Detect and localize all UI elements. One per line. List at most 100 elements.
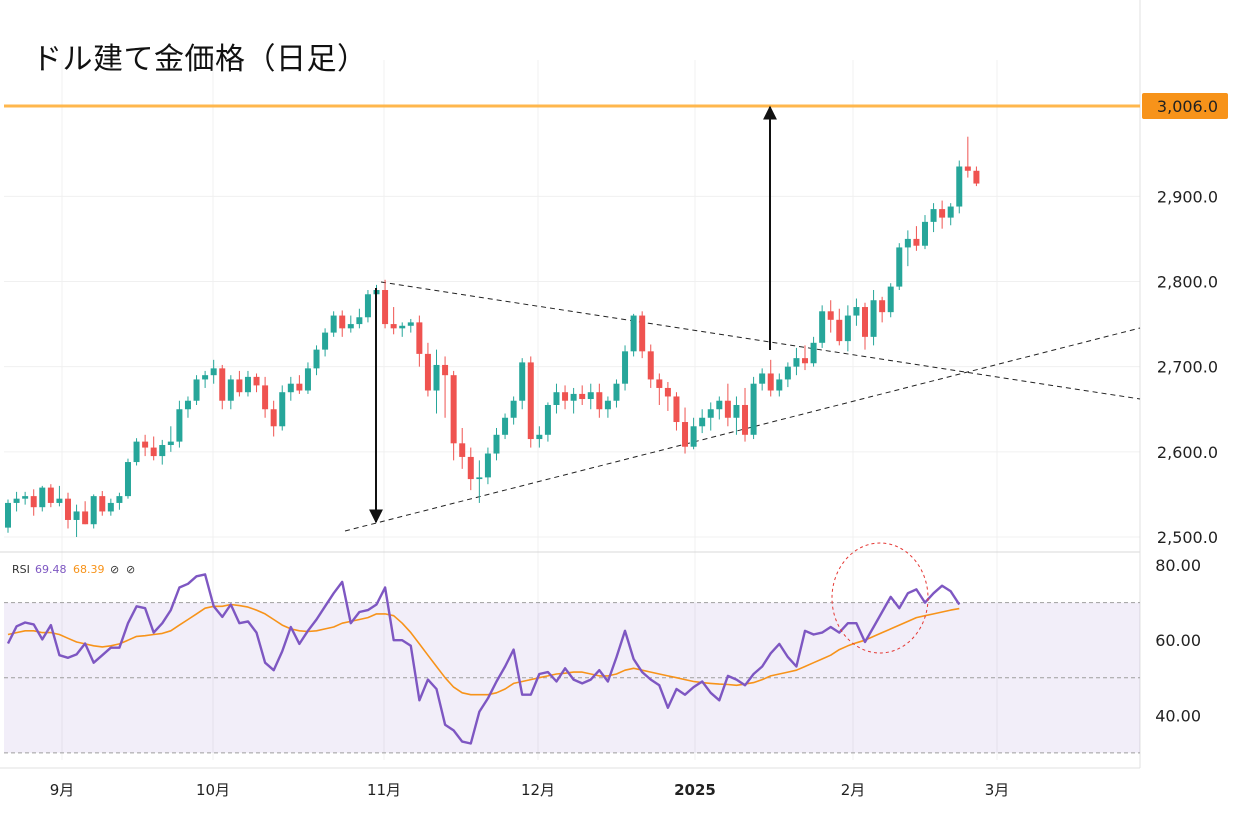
- candle-down: [339, 315, 346, 329]
- candle-up: [716, 400, 723, 410]
- candle-down: [673, 396, 680, 423]
- candle-down: [639, 315, 646, 352]
- candle-up: [476, 477, 483, 480]
- candle-down: [270, 409, 277, 427]
- candle-up: [630, 315, 637, 352]
- candle-up: [776, 379, 783, 391]
- visibility-off-icon: ⊘: [126, 563, 135, 576]
- candle-up: [904, 238, 911, 248]
- candle-up: [202, 375, 209, 380]
- candle-down: [647, 351, 654, 380]
- candle-up: [733, 404, 740, 418]
- candle-down: [579, 393, 586, 400]
- candles-group: [5, 136, 980, 537]
- candle-up: [330, 315, 337, 333]
- candle-up: [364, 294, 371, 318]
- candle-up: [793, 358, 800, 367]
- price-tick-label: 2,700.0: [1157, 358, 1218, 377]
- candle-up: [287, 383, 294, 393]
- candle-up: [90, 496, 97, 525]
- candle-down: [467, 456, 474, 480]
- candle-down: [253, 376, 260, 386]
- candle-down: [664, 387, 671, 397]
- candle-down: [656, 379, 663, 388]
- candle-up: [313, 349, 320, 369]
- candle-up: [502, 417, 509, 435]
- candle-up: [510, 400, 517, 418]
- candle-down: [150, 447, 157, 457]
- candle-up: [356, 317, 363, 325]
- candle-up: [622, 351, 629, 384]
- rsi-overbought-highlight: [831, 542, 929, 654]
- candle-up: [5, 502, 11, 528]
- candle-up: [853, 307, 860, 316]
- candle-down: [236, 379, 243, 393]
- candle-up: [227, 379, 234, 401]
- price-tick-label: 2,900.0: [1157, 187, 1218, 206]
- candle-up: [133, 441, 140, 463]
- candle-up: [56, 498, 63, 503]
- candle-up: [22, 496, 29, 499]
- price-tick-label: 2,800.0: [1157, 272, 1218, 291]
- candle-down: [442, 364, 449, 376]
- candle-up: [279, 392, 286, 427]
- candle-up: [244, 376, 251, 393]
- price-badge: [1142, 93, 1228, 120]
- rsi-tick-label: 60.00: [1155, 631, 1201, 650]
- candle-down: [939, 209, 946, 218]
- candle-up: [13, 498, 20, 503]
- candle-down: [836, 319, 843, 342]
- candle-down: [682, 422, 689, 447]
- candle-up: [167, 441, 174, 446]
- candle-down: [142, 441, 149, 448]
- candle-up: [107, 502, 114, 512]
- candle-down: [99, 496, 106, 512]
- candle-down: [973, 170, 980, 184]
- candle-down: [64, 498, 71, 520]
- candle-up: [759, 373, 766, 384]
- candle-up: [750, 383, 757, 435]
- candle-up: [947, 206, 954, 218]
- candle-down: [596, 392, 603, 410]
- candle-up: [587, 392, 594, 400]
- candle-up: [819, 311, 826, 343]
- candle-down: [827, 311, 834, 320]
- candle-up: [536, 434, 543, 440]
- candle-up: [407, 322, 414, 326]
- time-tick-label: 2月: [841, 781, 866, 799]
- candle-up: [930, 209, 937, 222]
- candle-up: [844, 315, 851, 342]
- time-tick-label: 9月: [50, 781, 75, 799]
- candle-up: [210, 368, 217, 376]
- price-tick-label: 2,500.0: [1157, 528, 1218, 547]
- rsi-ma-line: [7, 603, 960, 696]
- candle-up: [570, 393, 577, 401]
- candle-up: [896, 247, 903, 287]
- candle-up: [544, 404, 551, 435]
- rsi-legend-name: RSI: [12, 563, 30, 576]
- time-tick-label: 12月: [521, 781, 555, 799]
- candle-up: [956, 166, 963, 207]
- candle-down: [47, 487, 54, 503]
- candle-up: [433, 364, 440, 391]
- candle-down: [416, 322, 423, 354]
- candle-up: [347, 324, 354, 329]
- trendline-upper: [380, 281, 1141, 400]
- rsi-tick-label: 80.00: [1155, 556, 1201, 575]
- candle-up: [887, 286, 894, 313]
- candle-up: [493, 434, 500, 454]
- candle-up: [519, 362, 526, 401]
- candle-down: [562, 392, 569, 401]
- price-tick-label: 2,600.0: [1157, 443, 1218, 462]
- visibility-off-icon: ⊘: [110, 563, 119, 576]
- candle-up: [784, 366, 791, 380]
- time-tick-label: 3月: [985, 781, 1010, 799]
- candle-down: [913, 238, 920, 246]
- candle-down: [879, 300, 886, 313]
- candle-up: [124, 462, 131, 497]
- rsi-line: [6, 573, 961, 745]
- candle-down: [390, 324, 397, 329]
- candle-up: [553, 392, 560, 405]
- rsi-legend-value: 69.48: [35, 563, 67, 576]
